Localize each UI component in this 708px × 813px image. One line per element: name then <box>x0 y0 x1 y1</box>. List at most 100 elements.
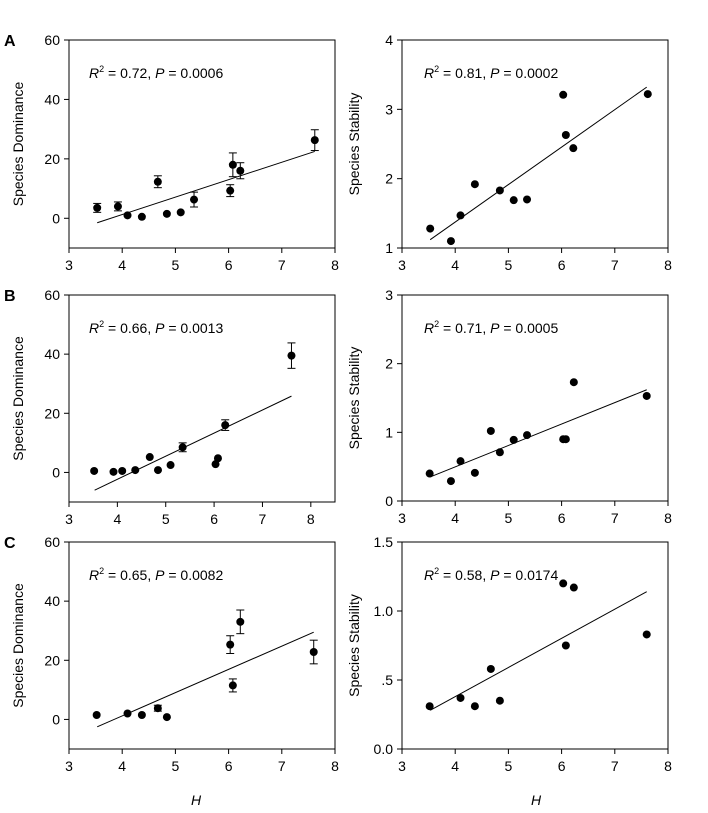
y-tick-label: 0 <box>52 464 60 480</box>
y-tick-label: .5 <box>381 672 393 688</box>
x-tick-label: 7 <box>611 257 619 273</box>
data-point <box>509 435 518 444</box>
y-axis-label: Species Dominance <box>10 336 26 461</box>
data-point <box>495 186 504 195</box>
x-tick-label: 4 <box>451 758 459 774</box>
data-point <box>559 579 568 588</box>
plot-frame <box>401 294 669 502</box>
data-point <box>92 710 101 719</box>
data-point <box>228 681 237 690</box>
x-axis-label: H <box>531 792 542 808</box>
stats-annotation: R2 = 0.66, P = 0.0013 <box>89 319 223 336</box>
x-tick-label: 4 <box>113 511 121 527</box>
x-tick-label: 3 <box>398 758 406 774</box>
data-point <box>145 453 154 462</box>
data-point <box>123 211 132 220</box>
data-point <box>310 136 319 145</box>
x-tick-label: 3 <box>65 257 73 273</box>
data-point <box>137 710 146 719</box>
panel-label: A <box>4 33 16 50</box>
x-tick-label: 8 <box>331 758 339 774</box>
data-point <box>642 391 651 400</box>
data-point <box>221 421 230 430</box>
x-tick-label: 6 <box>558 510 566 526</box>
stats-annotation: R2 = 0.71, P = 0.0005 <box>424 319 558 336</box>
data-point <box>643 90 652 99</box>
x-tick-label: 3 <box>398 510 406 526</box>
data-point <box>523 431 532 440</box>
data-point <box>118 466 127 475</box>
data-point <box>470 468 479 477</box>
x-tick-label: 4 <box>451 257 459 273</box>
data-point <box>153 466 162 475</box>
y-tick-label: 0 <box>52 210 60 226</box>
y-tick-label: 1 <box>385 240 393 256</box>
panel-label: C <box>4 535 16 552</box>
x-tick-label: 7 <box>259 511 267 527</box>
data-point <box>456 693 465 702</box>
y-tick-label: 1.5 <box>374 534 394 550</box>
stats-annotation: R2 = 0.65, P = 0.0082 <box>89 566 223 583</box>
y-axis-label: Species Stability <box>346 93 362 196</box>
x-tick-label: 5 <box>172 758 180 774</box>
y-tick-label: 60 <box>44 534 60 550</box>
data-point <box>486 426 495 435</box>
data-point <box>446 477 455 486</box>
panel-1: 3 4 5 6 7 8 0 20 40 60 Species Dominance A R2 = 0.72… <box>4 32 339 273</box>
data-point <box>153 704 162 713</box>
y-tick-label: 0 <box>52 711 60 727</box>
data-point <box>162 713 171 722</box>
y-tick-label: 0.0 <box>374 741 394 757</box>
panel-6: 3 4 5 6 7 8 0.0 .5 1.0 1.5 Species Stability H R2 = … <box>346 534 672 808</box>
y-tick-label: 40 <box>44 91 60 107</box>
data-point <box>109 467 118 476</box>
x-tick-label: 8 <box>664 257 672 273</box>
x-tick-label: 7 <box>278 758 286 774</box>
data-point <box>131 466 140 475</box>
x-tick-label: 3 <box>65 511 73 527</box>
y-axis-label: Species Stability <box>346 347 362 450</box>
data-point <box>137 212 146 221</box>
data-point <box>287 351 296 360</box>
regression-line <box>429 591 647 711</box>
plot-frame <box>68 294 336 503</box>
x-tick-label: 7 <box>611 758 619 774</box>
y-tick-label: 1 <box>385 424 393 440</box>
regression-line <box>94 395 292 491</box>
data-point <box>123 709 132 718</box>
y-tick-label: 4 <box>385 32 393 48</box>
x-tick-label: 8 <box>307 511 315 527</box>
data-point <box>569 378 578 387</box>
y-tick-label: 40 <box>44 346 60 362</box>
data-point <box>509 196 518 205</box>
data-point <box>176 208 185 217</box>
x-tick-label: 6 <box>558 257 566 273</box>
x-tick-label: 5 <box>505 257 513 273</box>
x-tick-label: 3 <box>398 257 406 273</box>
x-tick-label: 8 <box>664 510 672 526</box>
panel-label: B <box>4 288 16 305</box>
regression-line <box>97 150 315 224</box>
panel-5: 3 4 5 6 7 8 0 20 40 60 Species Dominance H C R2 = 0.6… <box>4 534 339 808</box>
data-point <box>190 195 199 204</box>
data-point <box>213 454 222 463</box>
y-tick-label: 20 <box>44 405 60 421</box>
x-axis-label: H <box>191 792 202 808</box>
y-tick-label: 3 <box>385 287 393 303</box>
data-point <box>113 202 122 211</box>
data-point <box>93 203 102 212</box>
x-tick-label: 6 <box>558 758 566 774</box>
x-tick-label: 5 <box>505 758 513 774</box>
regression-line <box>430 389 647 478</box>
data-point <box>456 457 465 466</box>
data-point <box>153 177 162 186</box>
regression-line <box>96 631 314 728</box>
data-point <box>523 195 532 204</box>
data-point <box>425 702 434 711</box>
data-point <box>561 435 570 444</box>
panel-3: 3 4 5 6 7 8 0 20 40 60 Species Dominance B R2 = 0.66… <box>4 287 336 527</box>
data-point <box>495 448 504 457</box>
x-tick-label: 4 <box>118 758 126 774</box>
x-tick-label: 5 <box>162 511 170 527</box>
